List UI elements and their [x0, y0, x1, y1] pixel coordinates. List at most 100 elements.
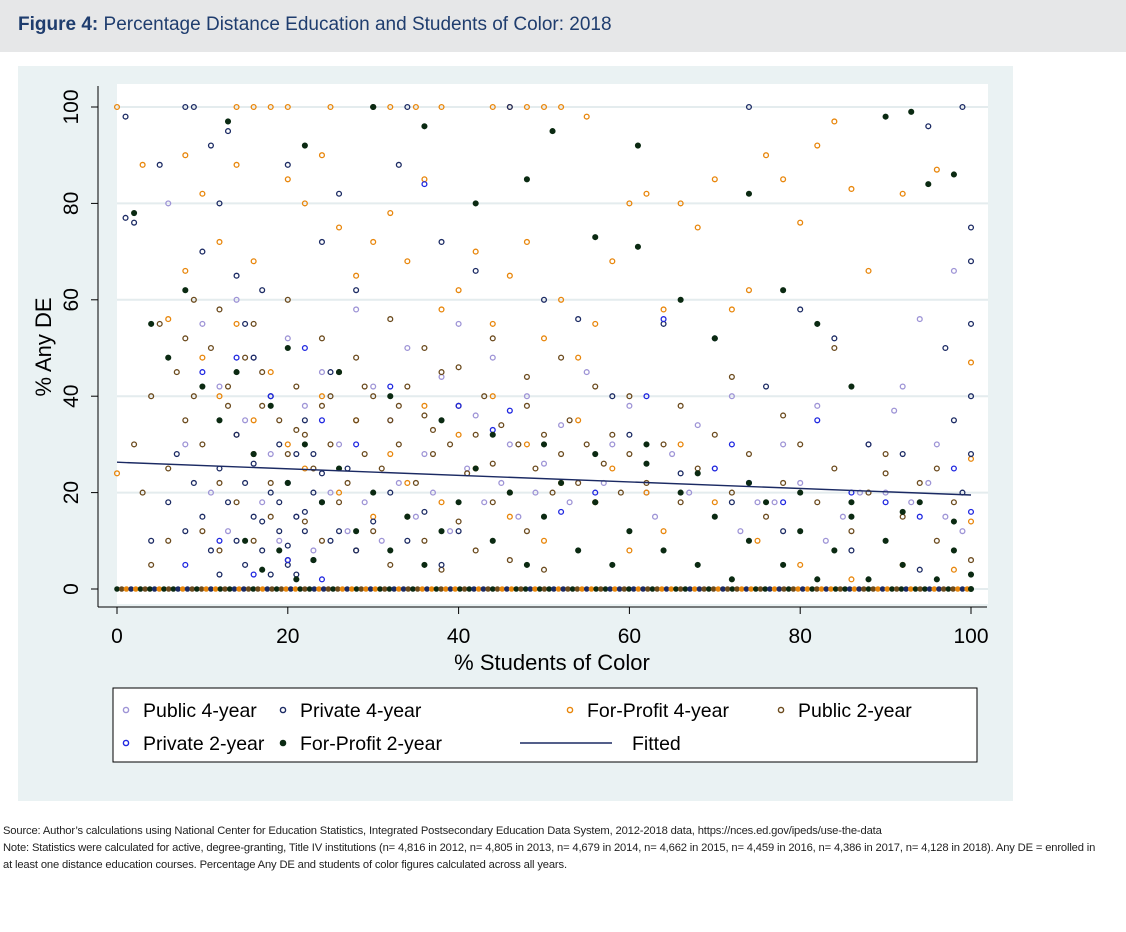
point-forprofit4 [797, 561, 804, 568]
point-public2 [139, 489, 146, 496]
zero-point [372, 586, 379, 592]
zero-point [170, 586, 177, 592]
point-forprofit4 [438, 499, 445, 506]
point-private4 [506, 103, 513, 111]
zero-point [546, 586, 552, 592]
zero-point [522, 586, 529, 592]
y-tick-label: 20 [60, 481, 83, 504]
point-forprofit2 [592, 499, 599, 506]
point-private4 [831, 335, 838, 342]
zero-point [781, 586, 787, 592]
point-public2 [173, 369, 180, 376]
point-forprofit4 [899, 190, 906, 197]
point-forprofit4 [455, 287, 462, 294]
point-public4 [421, 450, 428, 458]
zero-point [626, 586, 632, 592]
point-forprofit2 [523, 561, 530, 568]
point-public2 [797, 441, 804, 448]
point-forprofit2 [848, 513, 855, 520]
zero-point [236, 586, 242, 592]
point-public2 [472, 547, 479, 554]
legend-label-public2: Public 2-year [798, 700, 912, 722]
zero-point [612, 586, 618, 592]
point-forprofit4 [250, 417, 257, 424]
point-public2 [506, 557, 513, 564]
zero-point [950, 586, 956, 592]
point-private2 [643, 393, 650, 400]
point-public2 [250, 537, 257, 544]
point-forprofit4 [199, 354, 206, 361]
point-public2 [148, 561, 155, 568]
point-private4 [626, 431, 633, 438]
point-forprofit2 [967, 571, 975, 578]
point-private4 [925, 123, 932, 130]
zero-point [287, 586, 294, 592]
point-private4 [122, 113, 129, 120]
point-forprofit4 [199, 190, 206, 197]
point-private4 [301, 508, 308, 515]
point-private4 [575, 316, 582, 323]
point-public4 [797, 479, 804, 487]
point-forprofit4 [250, 103, 257, 111]
point-forprofit4 [335, 224, 343, 231]
point-forprofit4 [848, 576, 855, 583]
point-public2 [489, 499, 496, 506]
point-forprofit4 [592, 320, 599, 327]
y-tick-label: 40 [60, 385, 83, 408]
point-forprofit2 [899, 508, 906, 515]
point-forprofit2 [950, 171, 957, 178]
point-forprofit2 [506, 489, 513, 496]
point-public4 [455, 320, 462, 327]
point-private4 [224, 128, 232, 135]
point-public4 [242, 417, 249, 424]
zero-point [691, 586, 698, 592]
point-public2 [728, 373, 735, 380]
point-forprofit2 [967, 585, 975, 593]
zero-point [325, 586, 332, 592]
point-public2 [489, 460, 496, 467]
point-public2 [626, 393, 633, 400]
point-public4 [686, 489, 693, 496]
point-public2 [267, 479, 274, 487]
zero-point [663, 586, 670, 592]
point-public2 [250, 320, 257, 327]
point-public4 [481, 499, 488, 506]
point-private2 [950, 465, 957, 472]
point-forprofit4 [216, 238, 223, 246]
point-private4 [259, 547, 266, 554]
point-forprofit2 [677, 489, 684, 496]
point-forprofit4 [113, 103, 121, 111]
zero-point [706, 586, 712, 592]
point-public2 [421, 344, 428, 352]
point-public2 [617, 489, 624, 496]
point-public2 [216, 547, 223, 554]
zero-point [804, 586, 811, 592]
zero-point [870, 586, 877, 592]
point-forprofit4 [523, 441, 530, 448]
point-forprofit4 [506, 272, 513, 279]
point-forprofit2 [318, 499, 326, 506]
point-public4 [523, 393, 530, 400]
point-private2 [711, 465, 718, 472]
point-forprofit4 [831, 118, 838, 125]
point-public2 [224, 383, 232, 390]
point-public4 [335, 441, 343, 448]
point-private4 [967, 224, 975, 231]
point-public4 [737, 528, 744, 535]
zero-point [893, 586, 900, 592]
zero-point [504, 586, 510, 592]
point-private4 [310, 489, 317, 496]
point-private4 [250, 354, 257, 361]
point-forprofit2 [421, 123, 428, 130]
zero-point [297, 586, 303, 592]
point-forprofit2 [438, 417, 445, 424]
point-public4 [754, 499, 761, 506]
point-public4 [899, 383, 906, 390]
zero-point [339, 586, 346, 592]
point-forprofit4 [711, 499, 718, 506]
legend-label-forprofit2: For-Profit 2-year [300, 733, 442, 755]
point-public2 [412, 479, 419, 487]
point-forprofit4 [506, 513, 513, 520]
zero-point [555, 586, 562, 592]
zero-point [762, 586, 768, 592]
